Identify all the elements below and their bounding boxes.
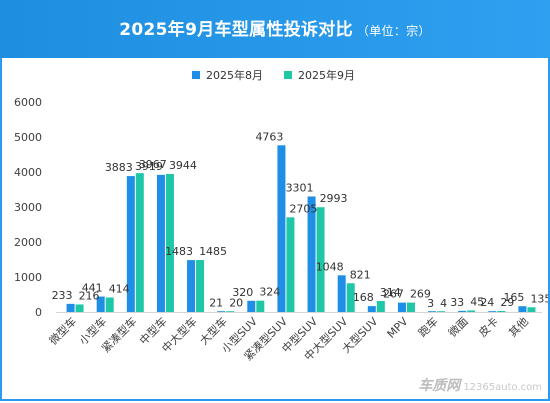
chart-title: 2025年9月车型属性投诉对比	[119, 20, 353, 40]
data-label: 33	[450, 296, 464, 309]
data-label: 135	[530, 292, 548, 305]
bar	[196, 260, 205, 312]
data-label: 233	[52, 289, 73, 302]
legend-label: 2025年8月	[206, 68, 263, 82]
data-label: 45	[470, 295, 484, 308]
data-label: 3	[427, 297, 434, 310]
watermark-site: 12365auto.com	[463, 382, 542, 393]
data-label: 216	[79, 289, 100, 302]
data-label: 165	[503, 291, 524, 304]
data-label: 20	[229, 296, 243, 309]
bar	[75, 304, 84, 312]
bar	[66, 303, 75, 312]
y-tick-label: 0	[35, 306, 42, 319]
data-label: 2705	[289, 202, 317, 215]
data-label: 3883	[105, 161, 133, 174]
bar	[126, 176, 135, 312]
bar	[316, 207, 325, 312]
data-label: 29	[500, 296, 514, 309]
legend-label: 2025年9月	[298, 68, 355, 82]
data-label: 267	[383, 288, 404, 301]
bar	[437, 311, 446, 312]
bar	[518, 306, 527, 312]
bar	[488, 311, 497, 312]
bar	[217, 311, 226, 312]
bar	[226, 311, 235, 312]
y-tick-label: 3000	[14, 201, 42, 214]
data-label: 3301	[286, 181, 314, 194]
data-label: 3944	[169, 159, 197, 172]
data-label: 21	[209, 296, 223, 309]
bar-chart: 2025年8月 2025年9月 0 1000 2000 3000 4000 5000 6000…	[14, 68, 550, 363]
data-label: 3919	[135, 160, 163, 173]
data-label: 821	[350, 268, 371, 281]
data-label: 414	[109, 283, 130, 296]
chart-unit: （单位：宗）	[356, 24, 431, 38]
chart-header: 2025年9月车型属性投诉对比 （单位：宗）	[0, 0, 550, 58]
data-label: 441	[82, 282, 103, 295]
data-label: 4763	[255, 130, 283, 143]
x-axis: 微型车小型车紧凑型车中型车中大型车大型车小型SUV紧凑型SUV中型SUV中大型S…	[46, 312, 542, 363]
data-label: 1483	[165, 245, 193, 258]
bar	[307, 196, 316, 312]
bar	[467, 310, 476, 312]
bar	[406, 302, 415, 312]
x-tick-label: 皮卡	[476, 315, 501, 340]
data-label: 1485	[199, 245, 227, 258]
data-label: 2993	[320, 192, 348, 205]
data-label: 1048	[316, 260, 344, 273]
legend-swatch	[284, 71, 292, 79]
bar	[247, 300, 256, 312]
bar	[428, 311, 437, 312]
data-label: 324	[259, 286, 280, 299]
watermark: 车质网 12365auto.com	[418, 375, 542, 395]
data-label: 314	[380, 286, 401, 299]
bar	[337, 275, 346, 312]
y-tick-label: 6000	[14, 96, 42, 109]
y-axis: 0 1000 2000 3000 4000 5000 6000	[14, 96, 42, 319]
x-tick-label: 其他	[506, 315, 531, 340]
y-tick-label: 4000	[14, 166, 42, 179]
data-label: 4	[440, 297, 447, 310]
y-tick-label: 5000	[14, 131, 42, 144]
bar	[277, 145, 286, 312]
bar	[256, 300, 265, 312]
bar	[96, 296, 105, 312]
x-tick-label: MPV	[385, 315, 411, 341]
bar	[346, 283, 355, 312]
bar	[165, 173, 174, 312]
bars	[66, 145, 536, 312]
y-tick-label: 1000	[14, 271, 42, 284]
x-tick-label: 跑车	[415, 314, 440, 339]
bar	[156, 174, 165, 312]
x-tick-label: 微面	[445, 314, 470, 339]
data-label: 320	[232, 286, 253, 299]
chart-title-line: 2025年9月车型属性投诉对比 （单位：宗）	[0, 15, 550, 40]
data-label: 269	[410, 288, 431, 301]
bar	[367, 306, 376, 312]
bar	[135, 173, 144, 312]
bar	[376, 301, 385, 312]
bar	[527, 307, 536, 312]
y-tick-label: 2000	[14, 236, 42, 249]
bar	[105, 297, 114, 312]
data-label: 3967	[139, 158, 167, 171]
bar	[458, 310, 467, 312]
plot-area: 2025年8月 2025年9月 0 1000 2000 3000 4000 5000 6000…	[0, 58, 550, 401]
bar	[497, 310, 506, 312]
legend-swatch	[192, 71, 200, 79]
data-label: 24	[480, 296, 494, 309]
legend: 2025年8月 2025年9月	[192, 68, 355, 82]
bar	[187, 260, 196, 312]
watermark-logo: 车质网	[418, 378, 461, 394]
bar	[397, 302, 406, 312]
data-label: 168	[353, 291, 374, 304]
bar	[286, 217, 295, 312]
x-tick-label: 微型车	[46, 314, 79, 347]
